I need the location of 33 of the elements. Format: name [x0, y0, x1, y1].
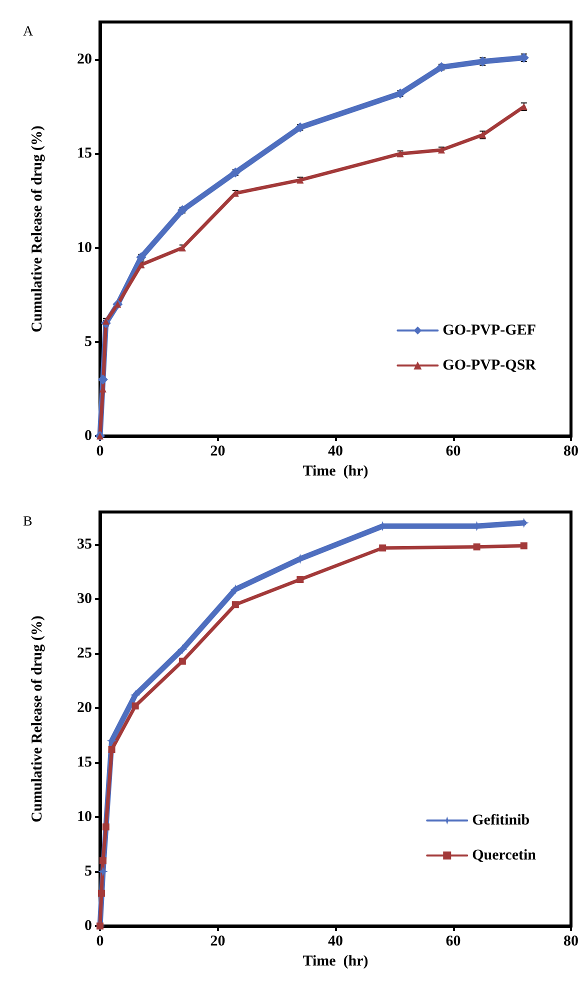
x-axis-title: Time (hr): [302, 953, 368, 970]
x-axis-title: Time (hr): [302, 463, 368, 480]
chart-title: A: [23, 24, 34, 40]
y-tick-label: 25: [77, 646, 92, 662]
x-tick-label: 60: [446, 444, 461, 460]
y-tick-label: 35: [77, 536, 92, 553]
x-tick-label: 0: [96, 934, 104, 950]
x-tick-label: 40: [328, 934, 343, 950]
y-tick-label: 15: [77, 146, 92, 162]
legend-label: Quercetin: [472, 848, 537, 864]
x-tick-label: 80: [564, 934, 578, 950]
x-tick-label: 0: [96, 444, 104, 460]
legend-label: GO-PVP-GEF: [442, 322, 536, 338]
legend-label: GO-PVP-QSR: [442, 358, 536, 374]
y-tick-label: 10: [77, 240, 92, 256]
x-tick-label: 20: [210, 444, 226, 460]
x-tick-label: 60: [446, 934, 461, 950]
legend-label: Gefitinib: [472, 812, 530, 828]
x-tick-label: 40: [328, 444, 343, 460]
y-tick-label: 20: [77, 52, 92, 68]
y-tick-label: 5: [84, 864, 92, 880]
y-tick-label: 5: [84, 334, 92, 350]
y-tick-label: 0: [84, 918, 92, 934]
y-axis-title: Cumulative Release of drug (%): [30, 616, 46, 822]
y-tick-label: 20: [77, 700, 92, 716]
chart-title: B: [23, 514, 32, 530]
y-tick-label: 10: [77, 809, 92, 826]
y-axis-title: Cumulative Release of drug (%): [30, 126, 46, 332]
y-tick-label: 0: [84, 428, 92, 444]
x-tick-label: 80: [564, 444, 578, 460]
y-tick-label: 30: [77, 591, 92, 608]
y-tick-label: 15: [77, 754, 92, 771]
x-tick-label: 20: [210, 934, 226, 950]
